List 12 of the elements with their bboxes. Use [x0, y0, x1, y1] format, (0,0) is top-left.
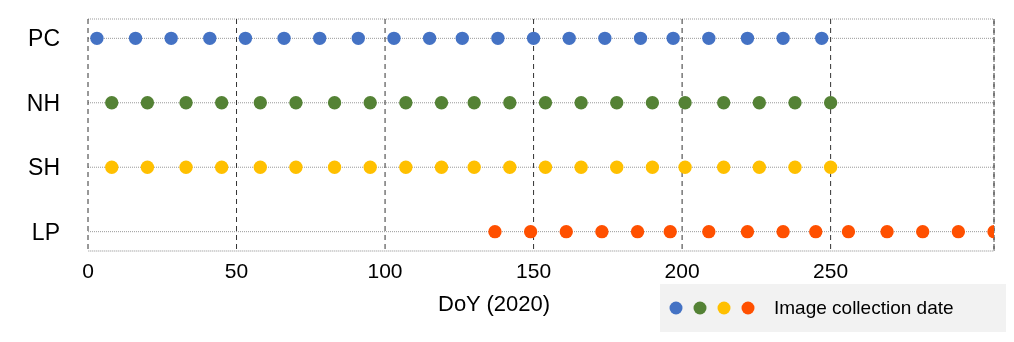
legend-title: Image collection date — [774, 297, 954, 319]
y-tick-label: PC — [28, 25, 60, 52]
x-tick-label: 200 — [664, 258, 700, 282]
y-tick-label: LP — [31, 218, 60, 245]
x-tick-label: 100 — [367, 258, 403, 282]
x-tick-label: 50 — [224, 258, 249, 282]
y-tick-label: NH — [26, 89, 60, 116]
y-tick-label: SH — [28, 154, 60, 181]
x-axis-title: DoY (2020) — [438, 291, 551, 317]
x-tick-label: 0 — [82, 258, 94, 282]
x-tick-label: 250 — [813, 258, 849, 282]
x-tick-label: 150 — [516, 258, 552, 282]
